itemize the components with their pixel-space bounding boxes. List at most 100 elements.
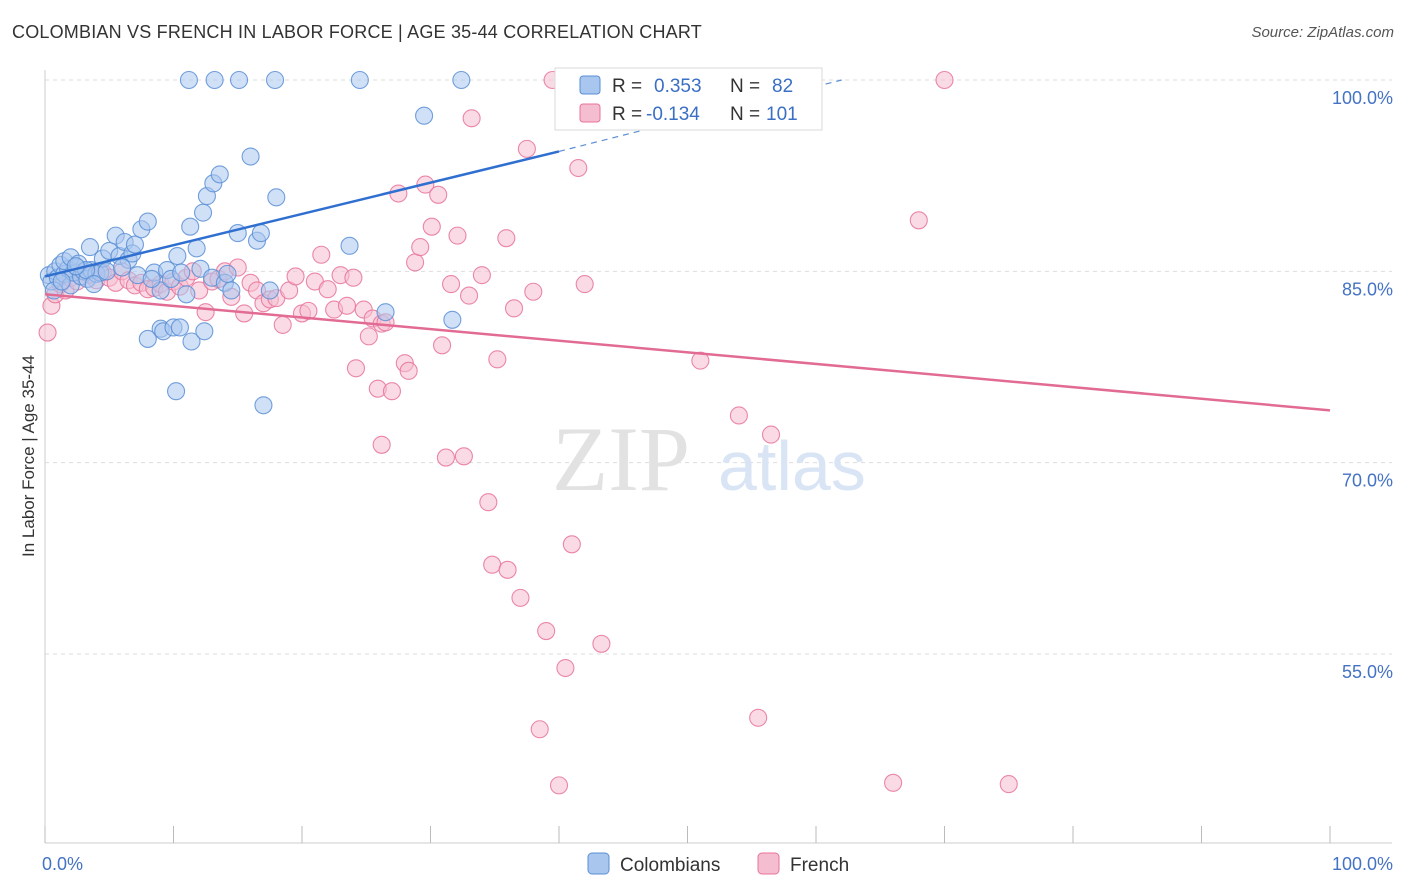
x-axis-ticks [44,826,1331,843]
colombians-point [138,329,157,348]
x-tick-label-min: 0.0% [42,854,83,874]
colombians-point [265,70,285,90]
y-tick-label: 70.0% [1342,471,1393,491]
french-point [196,303,215,322]
french-point [549,776,569,795]
colombians-point [168,246,187,266]
french-point [556,658,575,678]
bottom-legend-label-french[interactable]: French [790,855,849,876]
series-legend: Colombians French [587,852,849,876]
french-point [729,406,748,425]
colombians-point [179,70,198,90]
colombians-point [142,269,161,289]
colombians-points [39,70,471,415]
french-point [406,253,425,272]
legend-n-label-colombians: N = [730,76,760,97]
colombians-point [187,239,206,258]
colombians-point [195,322,214,341]
french-point [312,245,331,264]
bottom-legend-swatch-french[interactable] [757,852,780,875]
french-point [382,382,402,401]
colombians-point [97,262,116,281]
french-point [299,301,318,320]
french-point [442,275,461,294]
french-point [38,323,57,342]
zipatlas-watermark: ZIP atlas [552,408,866,510]
y-tick-label: 55.0% [1342,662,1393,682]
colombians-point [167,382,186,401]
axes [44,70,1392,844]
french-point [448,226,467,245]
french-point [691,351,710,370]
french-point [511,588,530,607]
colombians-point [205,70,224,90]
colombians-point [210,165,229,184]
legend-n-value-colombians: 82 [772,76,793,97]
french-point [761,425,781,444]
colombians-point [113,258,132,277]
colombians-point [138,212,157,231]
colombians-point [182,332,201,351]
colombians-point [267,188,286,207]
bottom-legend-swatch-colombians[interactable] [587,852,610,875]
french-point [346,359,366,378]
french-point [935,70,954,90]
french-point [562,535,581,554]
legend-swatch-french [579,103,601,123]
french-point [389,184,408,203]
french-point [479,493,498,512]
french-point [454,447,473,466]
french-point [909,211,928,230]
colombians-point [443,310,462,329]
french-point [504,299,524,318]
french-point [429,185,448,204]
y-axis-tick-labels: 55.0% 70.0% 85.0% 100.0% [1332,88,1393,682]
french-point [359,327,378,346]
colombians-point [218,264,237,283]
y-axis-title: In Labor Force | Age 35-44 [19,355,38,557]
legend-r-value-colombians: 0.353 [654,76,702,97]
legend-n-value-french: 101 [766,104,798,125]
french-point [433,336,452,355]
french-point [569,158,588,178]
colombians-point [452,70,471,90]
french-point [497,229,516,248]
french-point [530,720,549,739]
y-tick-label: 85.0% [1342,279,1393,299]
french-point [999,775,1018,794]
french-point [344,268,363,287]
correlation-legend: R = 0.353 N = 82 R = -0.134 N = 101 [554,67,823,131]
watermark-zip: ZIP [552,408,690,510]
colombians-point [80,238,100,257]
legend-r-value-french: -0.134 [646,104,700,125]
bottom-legend-label-colombians[interactable]: Colombians [620,855,720,876]
colombians-point [172,263,191,282]
chart-source: Source: ZipAtlas.com [1251,24,1394,41]
colombians-point [170,318,189,337]
french-point [337,296,357,315]
x-tick-label-max: 100.0% [1332,854,1393,874]
chart-title: COLOMBIAN VS FRENCH IN LABOR FORCE | AGE… [12,22,702,42]
french-trendline [44,293,1331,412]
french-point [372,435,391,454]
french-point [592,634,611,653]
french-point [483,555,502,574]
colombians-point [340,236,359,255]
french-point [884,773,903,792]
colombians-trendline [44,150,560,278]
french-point [524,282,543,301]
colombians-point [260,281,279,300]
colombians-point [229,70,249,90]
french-point [488,350,507,369]
colombians-point [181,217,200,236]
gridlines [45,79,1392,655]
colombians-point [376,303,395,322]
french-point [472,266,491,285]
colombians-point [415,106,434,125]
french-point [498,560,517,579]
french-point [436,448,455,467]
french-point [286,267,305,286]
y-tick-label: 100.0% [1332,88,1393,108]
french-point [749,708,768,727]
